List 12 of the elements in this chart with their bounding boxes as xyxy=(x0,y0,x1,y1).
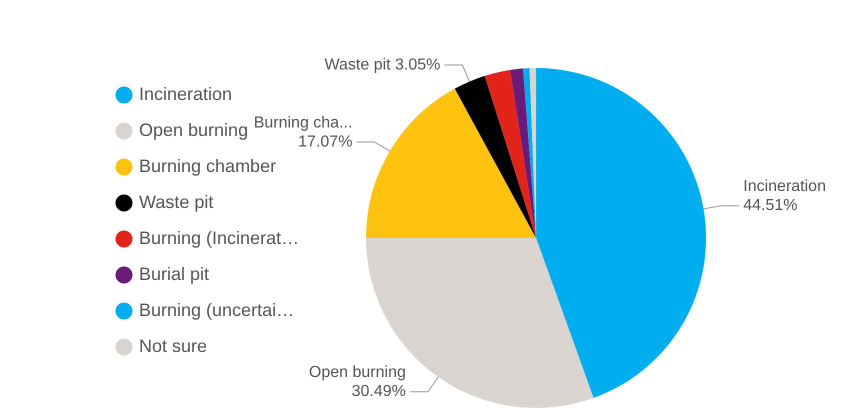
data-label: Open burning 30.49% xyxy=(308,364,406,400)
data-label: Incineration 44.51% xyxy=(743,178,826,214)
legend-label: Burial pit xyxy=(139,264,210,284)
legend-label: Incineration xyxy=(139,84,232,104)
data-label: Waste pit 3.05% xyxy=(324,56,440,74)
data-label: Burning cha... 17.07% xyxy=(254,114,352,150)
legend-label: Open burning xyxy=(139,120,248,140)
legend-label: Burning (uncertai… xyxy=(139,300,294,320)
legend-label: Burning (Incinerat… xyxy=(139,228,300,248)
legend-label: Waste pit xyxy=(139,192,214,212)
legend-label: Not sure xyxy=(139,336,208,356)
legend-label: Burning chamber xyxy=(139,156,276,176)
